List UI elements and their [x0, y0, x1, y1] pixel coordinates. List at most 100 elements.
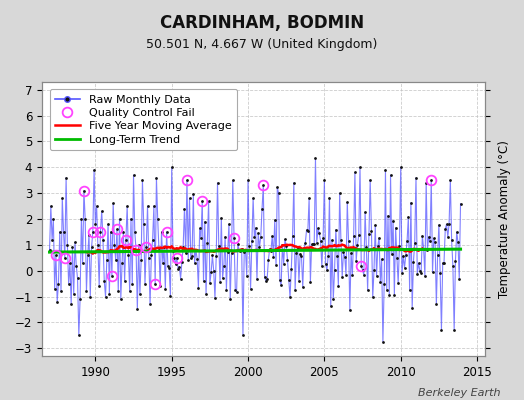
Point	[89, 229, 97, 235]
Point	[306, 279, 314, 285]
Point	[285, 276, 293, 283]
Point	[278, 242, 287, 248]
Point	[308, 241, 316, 248]
Point	[275, 190, 283, 196]
Point	[63, 242, 72, 248]
Point	[318, 263, 326, 269]
Point	[351, 169, 359, 176]
Point	[155, 247, 163, 253]
Point	[450, 327, 458, 333]
Point	[174, 266, 182, 272]
Point	[185, 195, 194, 202]
Point	[323, 267, 331, 274]
Point	[320, 177, 329, 184]
Point	[204, 198, 213, 204]
Point	[376, 278, 385, 285]
Point	[436, 270, 444, 276]
Point	[246, 285, 255, 292]
Point	[367, 228, 376, 234]
Point	[282, 242, 290, 249]
Point	[445, 221, 453, 227]
Point	[113, 226, 121, 232]
Point	[451, 258, 460, 264]
Point	[144, 203, 152, 209]
Point	[236, 248, 245, 254]
Point	[312, 240, 321, 246]
Point	[260, 274, 269, 280]
Point	[386, 172, 395, 178]
Point	[220, 263, 228, 269]
Point	[203, 240, 212, 246]
Point	[389, 217, 397, 224]
Point	[234, 241, 242, 248]
Point	[292, 250, 301, 256]
Point	[165, 265, 173, 271]
Point	[160, 244, 168, 251]
Point	[352, 258, 361, 264]
Point	[325, 195, 334, 201]
Point	[147, 252, 156, 258]
Point	[273, 184, 281, 191]
Point	[228, 177, 237, 184]
Point	[81, 216, 90, 222]
Point	[195, 225, 204, 232]
Point	[294, 278, 303, 284]
Point	[123, 203, 132, 209]
Point	[321, 261, 330, 267]
Point	[362, 244, 370, 250]
Point	[364, 287, 372, 294]
Point	[398, 270, 406, 276]
Point	[319, 235, 328, 241]
Point	[202, 291, 210, 297]
Point	[105, 291, 114, 297]
Point	[267, 248, 275, 254]
Point	[46, 247, 54, 253]
Point	[397, 164, 405, 170]
Point	[253, 276, 261, 282]
Point	[444, 234, 452, 240]
Point	[406, 286, 414, 293]
Point	[128, 280, 136, 287]
Point	[254, 230, 263, 236]
Point	[432, 301, 441, 308]
Point	[413, 271, 421, 277]
Point	[248, 238, 256, 244]
Point	[124, 252, 133, 258]
Point	[146, 301, 154, 308]
Point	[245, 242, 254, 249]
Point	[347, 250, 355, 256]
Point	[407, 200, 415, 206]
Point	[446, 177, 454, 184]
Point	[301, 240, 310, 246]
Point	[136, 291, 144, 297]
Point	[90, 167, 99, 173]
Point	[270, 217, 279, 224]
Point	[95, 283, 103, 290]
Point	[250, 234, 259, 241]
Point	[77, 216, 85, 222]
Point	[400, 264, 409, 271]
Text: CARDINHAM, BODMIN: CARDINHAM, BODMIN	[160, 14, 364, 32]
Point	[142, 244, 150, 251]
Point	[279, 260, 288, 267]
Point	[455, 276, 463, 282]
Point	[159, 260, 167, 266]
Point	[417, 270, 425, 276]
Point	[371, 222, 379, 228]
Point	[190, 260, 199, 266]
Point	[418, 233, 427, 239]
Point	[210, 268, 218, 274]
Point	[431, 239, 439, 245]
Point	[58, 195, 67, 202]
Point	[392, 254, 401, 261]
Point	[375, 234, 383, 241]
Point	[287, 266, 296, 272]
Point	[79, 260, 87, 266]
Point	[181, 250, 190, 256]
Point	[422, 180, 430, 186]
Point	[175, 264, 183, 270]
Point	[258, 206, 266, 212]
Point	[224, 249, 232, 255]
Point	[343, 199, 352, 206]
Point	[198, 198, 206, 204]
